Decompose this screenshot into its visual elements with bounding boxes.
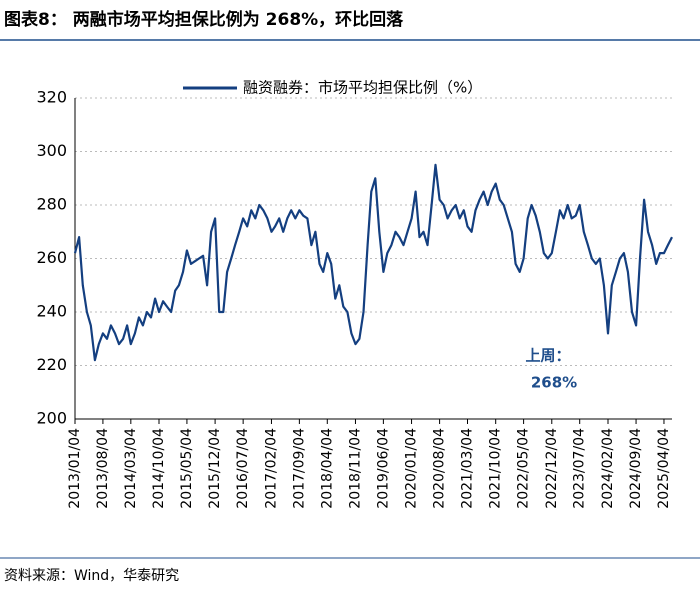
x-tick-label: 2021/10/04 <box>488 428 504 509</box>
x-tick-label: 2018/11/04 <box>347 428 363 509</box>
x-tick-label: 2013/01/04 <box>67 428 83 509</box>
x-tick-label: 2014/03/04 <box>123 428 139 509</box>
x-tick-label: 2016/07/04 <box>235 428 251 509</box>
legend-label: 融资融券：市场平均担保比例（%） <box>243 79 482 97</box>
x-tick-label: 2021/03/04 <box>460 428 476 509</box>
x-tick-label: 2017/09/04 <box>291 428 307 509</box>
series-line <box>73 163 673 362</box>
x-tick-label: 2020/01/04 <box>404 428 420 509</box>
x-tick-label: 2014/10/04 <box>151 428 167 509</box>
y-tick-label: 200 <box>36 409 67 428</box>
y-tick-label: 280 <box>36 195 67 214</box>
y-tick-label: 260 <box>36 248 67 267</box>
y-tick-label: 300 <box>36 141 67 160</box>
x-tick-label: 2024/09/04 <box>628 428 644 509</box>
y-tick-label: 220 <box>36 355 67 374</box>
x-tick-label: 2013/08/04 <box>95 428 111 509</box>
x-tick-label: 2017/02/04 <box>263 428 279 509</box>
x-tick-label: 2023/07/04 <box>572 428 588 509</box>
annotation: 上周： <box>525 347 570 365</box>
x-tick-label: 2020/08/04 <box>432 428 448 509</box>
x-tick-label: 2019/06/04 <box>375 428 391 509</box>
x-tick-label: 2024/02/04 <box>600 428 616 509</box>
x-tick-label: 2018/04/04 <box>319 428 335 509</box>
x-tick-label: 2022/05/04 <box>516 428 532 509</box>
x-tick-label: 2015/05/04 <box>179 428 195 509</box>
x-tick-label: 2015/12/04 <box>207 428 223 509</box>
chart-title: 图表8： 两融市场平均担保比例为 268%，环比回落 <box>4 9 404 30</box>
y-tick-label: 240 <box>36 302 67 321</box>
x-tick-label: 2022/12/04 <box>544 428 560 509</box>
annotation: 268% <box>531 374 577 392</box>
y-tick-label: 320 <box>36 88 67 107</box>
x-tick-label: 2025/04/04 <box>656 428 672 509</box>
source: 资料来源：Wind，华泰研究 <box>4 568 179 584</box>
